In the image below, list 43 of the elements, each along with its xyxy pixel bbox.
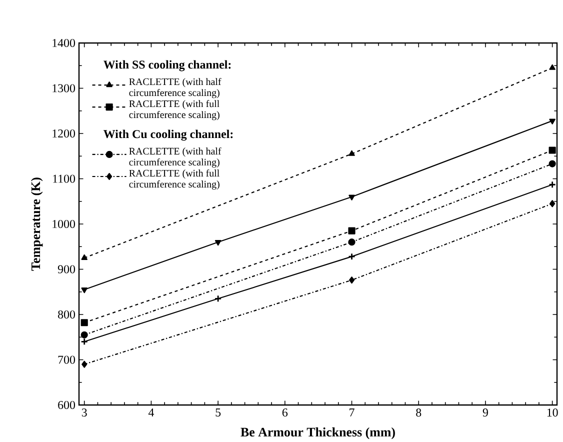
x-tick-label: 10 xyxy=(547,408,558,416)
point xyxy=(348,238,356,246)
legend-label: RACLETTE (with half circumference scaling) xyxy=(129,147,222,168)
y-tick-label: 1300 xyxy=(52,84,76,92)
point xyxy=(550,200,556,207)
point xyxy=(348,252,356,260)
point xyxy=(548,146,556,154)
annotation: With Cu cooling channel: xyxy=(104,129,233,140)
point xyxy=(80,318,88,326)
y-tick-label: 800 xyxy=(58,310,76,318)
point xyxy=(348,194,355,200)
point xyxy=(549,118,556,124)
point xyxy=(82,360,88,368)
y-tick-label: 1200 xyxy=(52,129,76,138)
point xyxy=(214,294,222,302)
legend-label: RACLETTE (with half circumference scaling) xyxy=(129,78,222,98)
x-tick-label: 4 xyxy=(148,408,154,416)
y-tick-label: 1100 xyxy=(53,174,76,183)
y-tick-label: 1400 xyxy=(52,38,76,47)
point xyxy=(549,64,556,70)
point xyxy=(348,276,355,284)
y-tick-label: 900 xyxy=(58,264,76,274)
x-tick-label: 8 xyxy=(416,408,422,416)
point xyxy=(81,287,88,293)
x-tick-label: 6 xyxy=(282,408,288,416)
legend-label: RACLETTE (with full circumference scaling) xyxy=(129,169,220,190)
point xyxy=(348,150,355,156)
x-tick-label: 7 xyxy=(350,408,354,416)
y-tick-label: 1000 xyxy=(52,220,76,228)
legend-label: RACLETTE (with full circumference scaling) xyxy=(129,100,220,120)
point xyxy=(348,227,356,234)
annotation: With SS cooling channel: xyxy=(104,60,231,71)
point xyxy=(548,160,556,168)
x-tick-label: 3 xyxy=(82,408,87,416)
y-axis-title: Temperature (K) xyxy=(31,177,43,270)
x-tick-label: 5 xyxy=(216,408,221,416)
point xyxy=(80,331,88,338)
y-tick-label: 600 xyxy=(58,400,76,409)
y-tick-label: 700 xyxy=(58,355,76,364)
point xyxy=(214,240,222,246)
x-tick-label: 9 xyxy=(482,408,488,416)
point xyxy=(81,254,88,260)
x-axis-title: Be Armour Thickness (mm) xyxy=(240,427,395,439)
